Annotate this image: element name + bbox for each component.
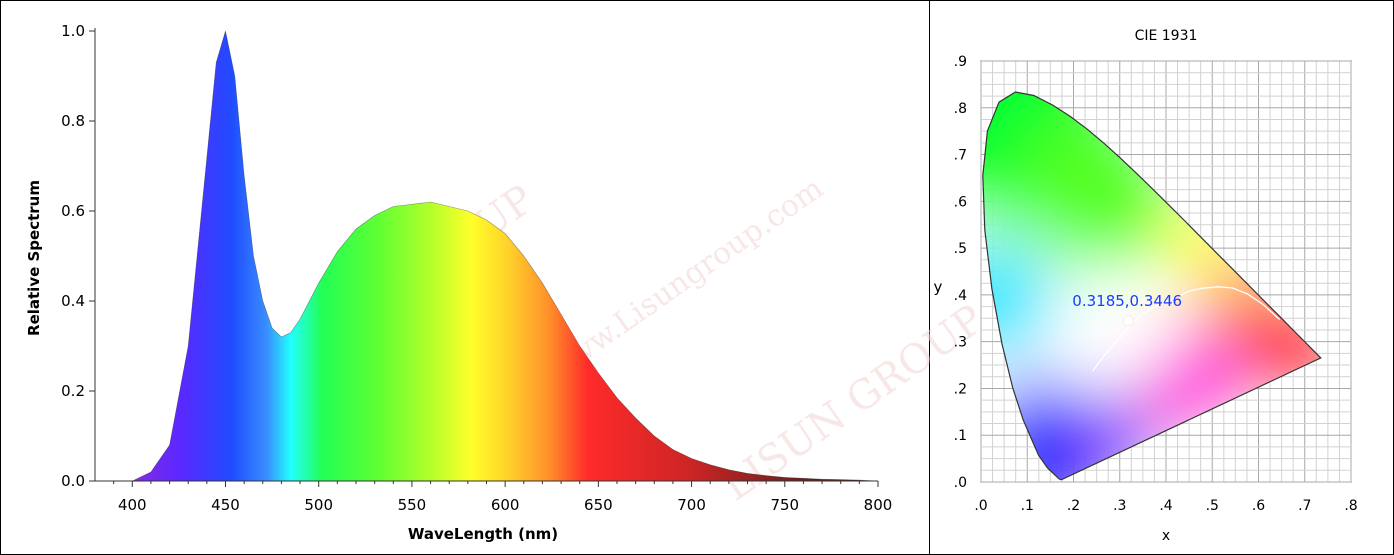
x-tick-label: 650 (584, 496, 613, 514)
y-tick-label: 0.6 (61, 202, 85, 220)
spectral-locus (982, 91, 1322, 481)
x-tick-label: .7 (1298, 498, 1311, 514)
gamut-fill (982, 92, 1321, 480)
y-tick-label: .9 (954, 54, 967, 70)
x-tick-label: 700 (677, 496, 706, 514)
y-axis-label: y (934, 278, 943, 296)
x-tick-label: .0 (974, 498, 987, 514)
y-tick-label: 1.0 (61, 22, 85, 40)
x-tick-label: .2 (1067, 498, 1080, 514)
x-tick-labels: .0 .1 .2 .3 .4 .5 .6 .7 .8 (974, 498, 1357, 514)
blob-red (1245, 295, 1321, 405)
x-tick-label: .6 (1252, 498, 1265, 514)
y-tick-label: .5 (954, 241, 967, 257)
chromaticity-point-label: 0.3185,0.3446 (1072, 292, 1182, 310)
x-tick-label: 400 (118, 496, 147, 514)
x-axis-label: WaveLength (nm) (408, 525, 558, 543)
x-tick-label: .5 (1206, 498, 1219, 514)
y-axis-label: Relative Spectrum (25, 180, 43, 336)
x-tick-label: 600 (491, 496, 520, 514)
x-tick-label: 550 (398, 496, 427, 514)
blob-cyan (982, 240, 1055, 360)
chart-title: CIE 1931 (1135, 28, 1198, 44)
y-tick-label: .3 (954, 335, 967, 351)
planckian-locus (1092, 286, 1281, 372)
x-ticks: 400 450 500 550 600 650 700 750 800 (113, 481, 893, 514)
y-tick-label: 0.0 (61, 472, 85, 490)
y-tick-labels: .0 .1 .2 .3 .4 .5 .6 .7 .8 .9 (954, 54, 967, 491)
panel-divider (929, 0, 930, 555)
x-axis-label: x (1162, 528, 1170, 544)
y-tick-label: 0.4 (61, 292, 85, 310)
x-tick-label: 750 (770, 496, 799, 514)
y-tick-label: .4 (954, 288, 967, 304)
chromaticity-point (1123, 315, 1134, 327)
y-tick-label: .2 (954, 381, 967, 397)
y-tick-label: .1 (954, 428, 967, 444)
y-ticks: 0.0 0.2 0.4 0.6 0.8 1.0 (61, 22, 95, 490)
spectrum-outline (132, 30, 879, 482)
y-tick-label: .7 (954, 148, 967, 164)
y-tick-label: 0.8 (61, 112, 85, 130)
x-tick-label: .3 (1113, 498, 1126, 514)
x-tick-label: .4 (1159, 498, 1172, 514)
spectrum-chart: 400 450 500 550 600 650 700 750 800 0.0 0.2 0.4 0.6… (25, 22, 892, 543)
y-tick-label: .6 (954, 194, 967, 210)
cie-chart: CIE 1931 0.3185,0.3446 .0 .1 .2 .3 .4 .5 .6 .7.… (934, 28, 1358, 544)
spectrum-area (132, 31, 879, 481)
y-tick-label: .8 (954, 101, 967, 117)
x-tick-label: 800 (864, 496, 893, 514)
x-tick-label: 500 (304, 496, 333, 514)
x-tick-label: .1 (1021, 498, 1034, 514)
x-tick-label: .8 (1344, 498, 1357, 514)
y-tick-label: 0.2 (61, 382, 85, 400)
y-tick-label: .0 (954, 475, 967, 491)
blob-white (1090, 285, 1180, 375)
x-tick-label: 450 (211, 496, 240, 514)
